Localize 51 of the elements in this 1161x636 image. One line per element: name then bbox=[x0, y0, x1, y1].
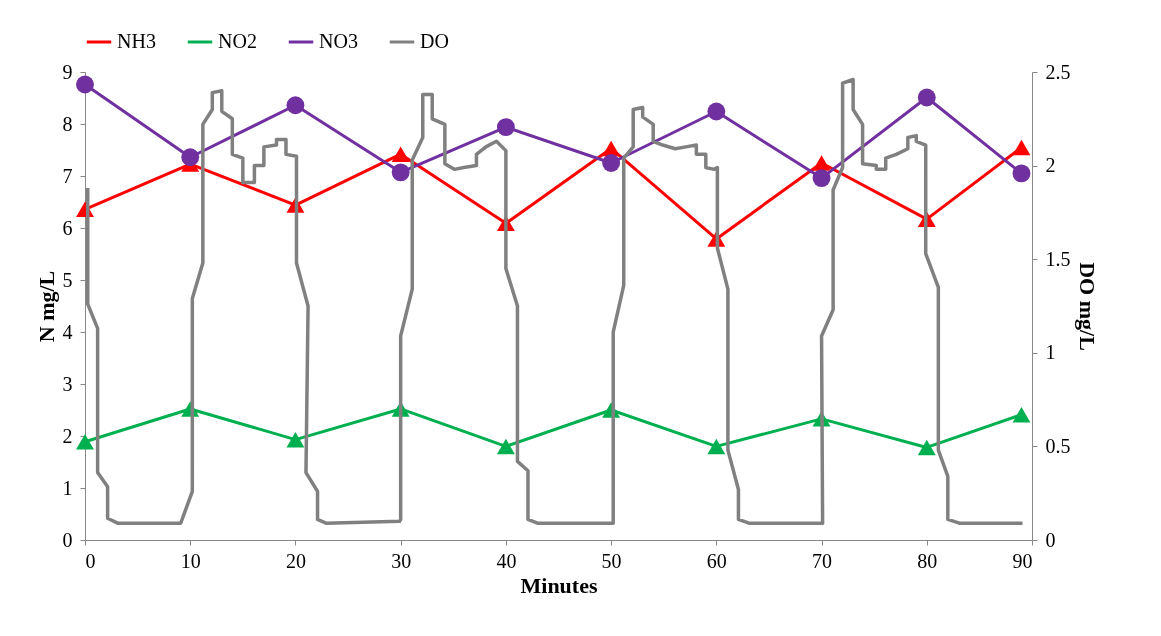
point bbox=[1012, 406, 1031, 423]
point bbox=[707, 102, 726, 121]
x-tick-label: 30 bbox=[391, 549, 412, 572]
y2-tick-label: 1.5 bbox=[1045, 247, 1071, 270]
y-tick-label: 4 bbox=[62, 320, 73, 343]
y-tick-label: 1 bbox=[62, 476, 73, 499]
y2-tick-label: 2 bbox=[1045, 154, 1056, 177]
x-axis-title: Minutes bbox=[520, 572, 598, 598]
x-tick-label: 50 bbox=[601, 549, 622, 572]
x-tick-label: 70 bbox=[812, 549, 833, 572]
y-tick-label: 9 bbox=[62, 60, 73, 83]
y-axis-title: N mg/L bbox=[33, 270, 59, 343]
legend-label: NO2 bbox=[218, 30, 257, 52]
x-tick-label: 80 bbox=[917, 549, 938, 572]
y2-axis-title: DO mg/L bbox=[1074, 262, 1100, 351]
point bbox=[76, 433, 94, 450]
point bbox=[391, 146, 410, 162]
y2-tick-label: 1 bbox=[1045, 341, 1056, 364]
point bbox=[286, 431, 305, 448]
point bbox=[286, 96, 305, 115]
legend-label: DO bbox=[420, 30, 449, 52]
y2-tick-label: 2.5 bbox=[1045, 60, 1071, 83]
point bbox=[707, 438, 726, 455]
y-tick-label: 3 bbox=[62, 372, 73, 395]
x-tick-label: 40 bbox=[496, 549, 517, 572]
point bbox=[917, 88, 936, 107]
point bbox=[1012, 164, 1031, 183]
point bbox=[602, 154, 621, 172]
legend-label: NH3 bbox=[117, 30, 156, 52]
point bbox=[391, 163, 410, 182]
x-tick-label: 20 bbox=[285, 549, 306, 572]
x-tick-label: 10 bbox=[180, 549, 201, 572]
y2-tick-label: 0 bbox=[1045, 528, 1056, 551]
x-tick-label: 0 bbox=[85, 549, 96, 572]
point bbox=[917, 439, 936, 456]
x-tick-label: 90 bbox=[1012, 549, 1033, 572]
legend-label: NO3 bbox=[319, 30, 358, 52]
y-tick-label: 5 bbox=[62, 268, 73, 291]
point bbox=[76, 75, 94, 94]
x-tick-label: 60 bbox=[706, 549, 727, 572]
y2-tick-label: 0.5 bbox=[1045, 434, 1071, 457]
y-tick-label: 6 bbox=[62, 216, 73, 239]
y-tick-label: 2 bbox=[62, 424, 73, 447]
point bbox=[1012, 139, 1031, 156]
point bbox=[496, 118, 515, 137]
point bbox=[812, 169, 831, 188]
point bbox=[181, 148, 200, 167]
y-tick-label: 7 bbox=[62, 164, 73, 187]
y-tick-label: 8 bbox=[62, 112, 73, 135]
point bbox=[496, 438, 515, 455]
y-tick-label: 0 bbox=[62, 528, 73, 551]
